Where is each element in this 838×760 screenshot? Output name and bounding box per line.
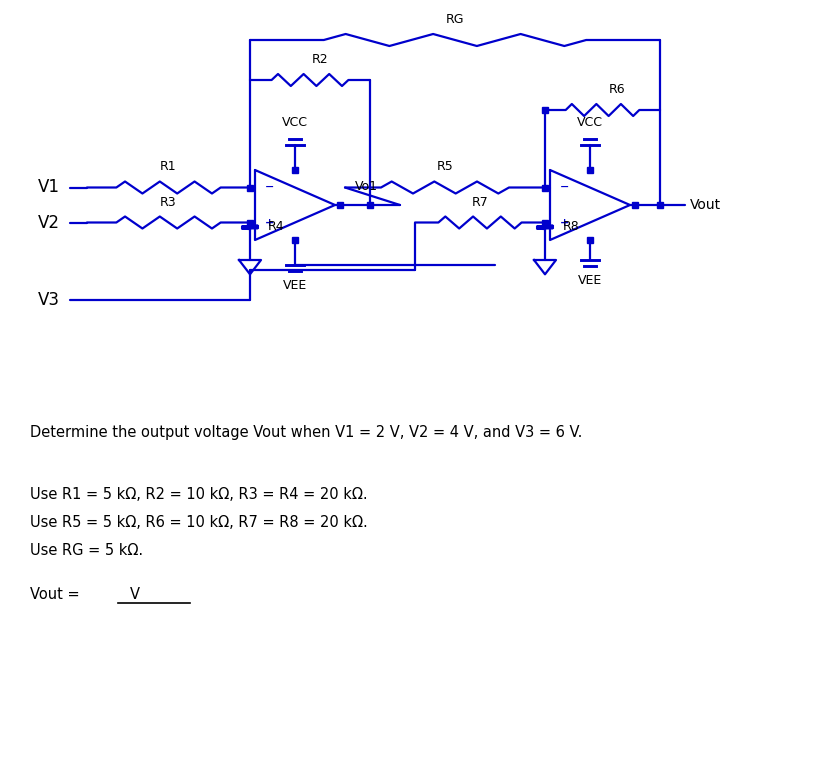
- Text: R5: R5: [437, 160, 453, 173]
- Text: Vo1: Vo1: [355, 180, 378, 193]
- Text: −: −: [560, 182, 569, 192]
- Text: −: −: [265, 182, 274, 192]
- Text: R3: R3: [160, 195, 176, 208]
- Text: R6: R6: [608, 83, 625, 96]
- Text: +: +: [560, 219, 569, 229]
- Text: Vout: Vout: [690, 198, 722, 212]
- Text: RG: RG: [446, 13, 464, 26]
- Text: VCC: VCC: [577, 116, 603, 129]
- Text: Use R5 = 5 kΩ, R6 = 10 kΩ, R7 = R8 = 20 kΩ.: Use R5 = 5 kΩ, R6 = 10 kΩ, R7 = R8 = 20 …: [30, 515, 368, 530]
- Text: Determine the output voltage Vout when V1 = 2 V, V2 = 4 V, and V3 = 6 V.: Determine the output voltage Vout when V…: [30, 425, 582, 440]
- Text: R1: R1: [160, 160, 176, 173]
- Text: V: V: [130, 587, 140, 603]
- Text: Vout =: Vout =: [30, 587, 85, 603]
- Text: V2: V2: [38, 214, 60, 232]
- Text: R4: R4: [268, 220, 285, 233]
- Text: R2: R2: [312, 53, 328, 66]
- Text: Use RG = 5 kΩ.: Use RG = 5 kΩ.: [30, 543, 143, 558]
- Text: VEE: VEE: [283, 279, 307, 292]
- Text: VCC: VCC: [282, 116, 308, 129]
- Text: +: +: [265, 219, 274, 229]
- Text: V1: V1: [38, 179, 60, 197]
- Text: VEE: VEE: [578, 274, 603, 287]
- Text: R7: R7: [472, 195, 489, 208]
- Text: V3: V3: [38, 291, 60, 309]
- Text: Use R1 = 5 kΩ, R2 = 10 kΩ, R3 = R4 = 20 kΩ.: Use R1 = 5 kΩ, R2 = 10 kΩ, R3 = R4 = 20 …: [30, 486, 368, 502]
- Text: R8: R8: [563, 220, 580, 233]
